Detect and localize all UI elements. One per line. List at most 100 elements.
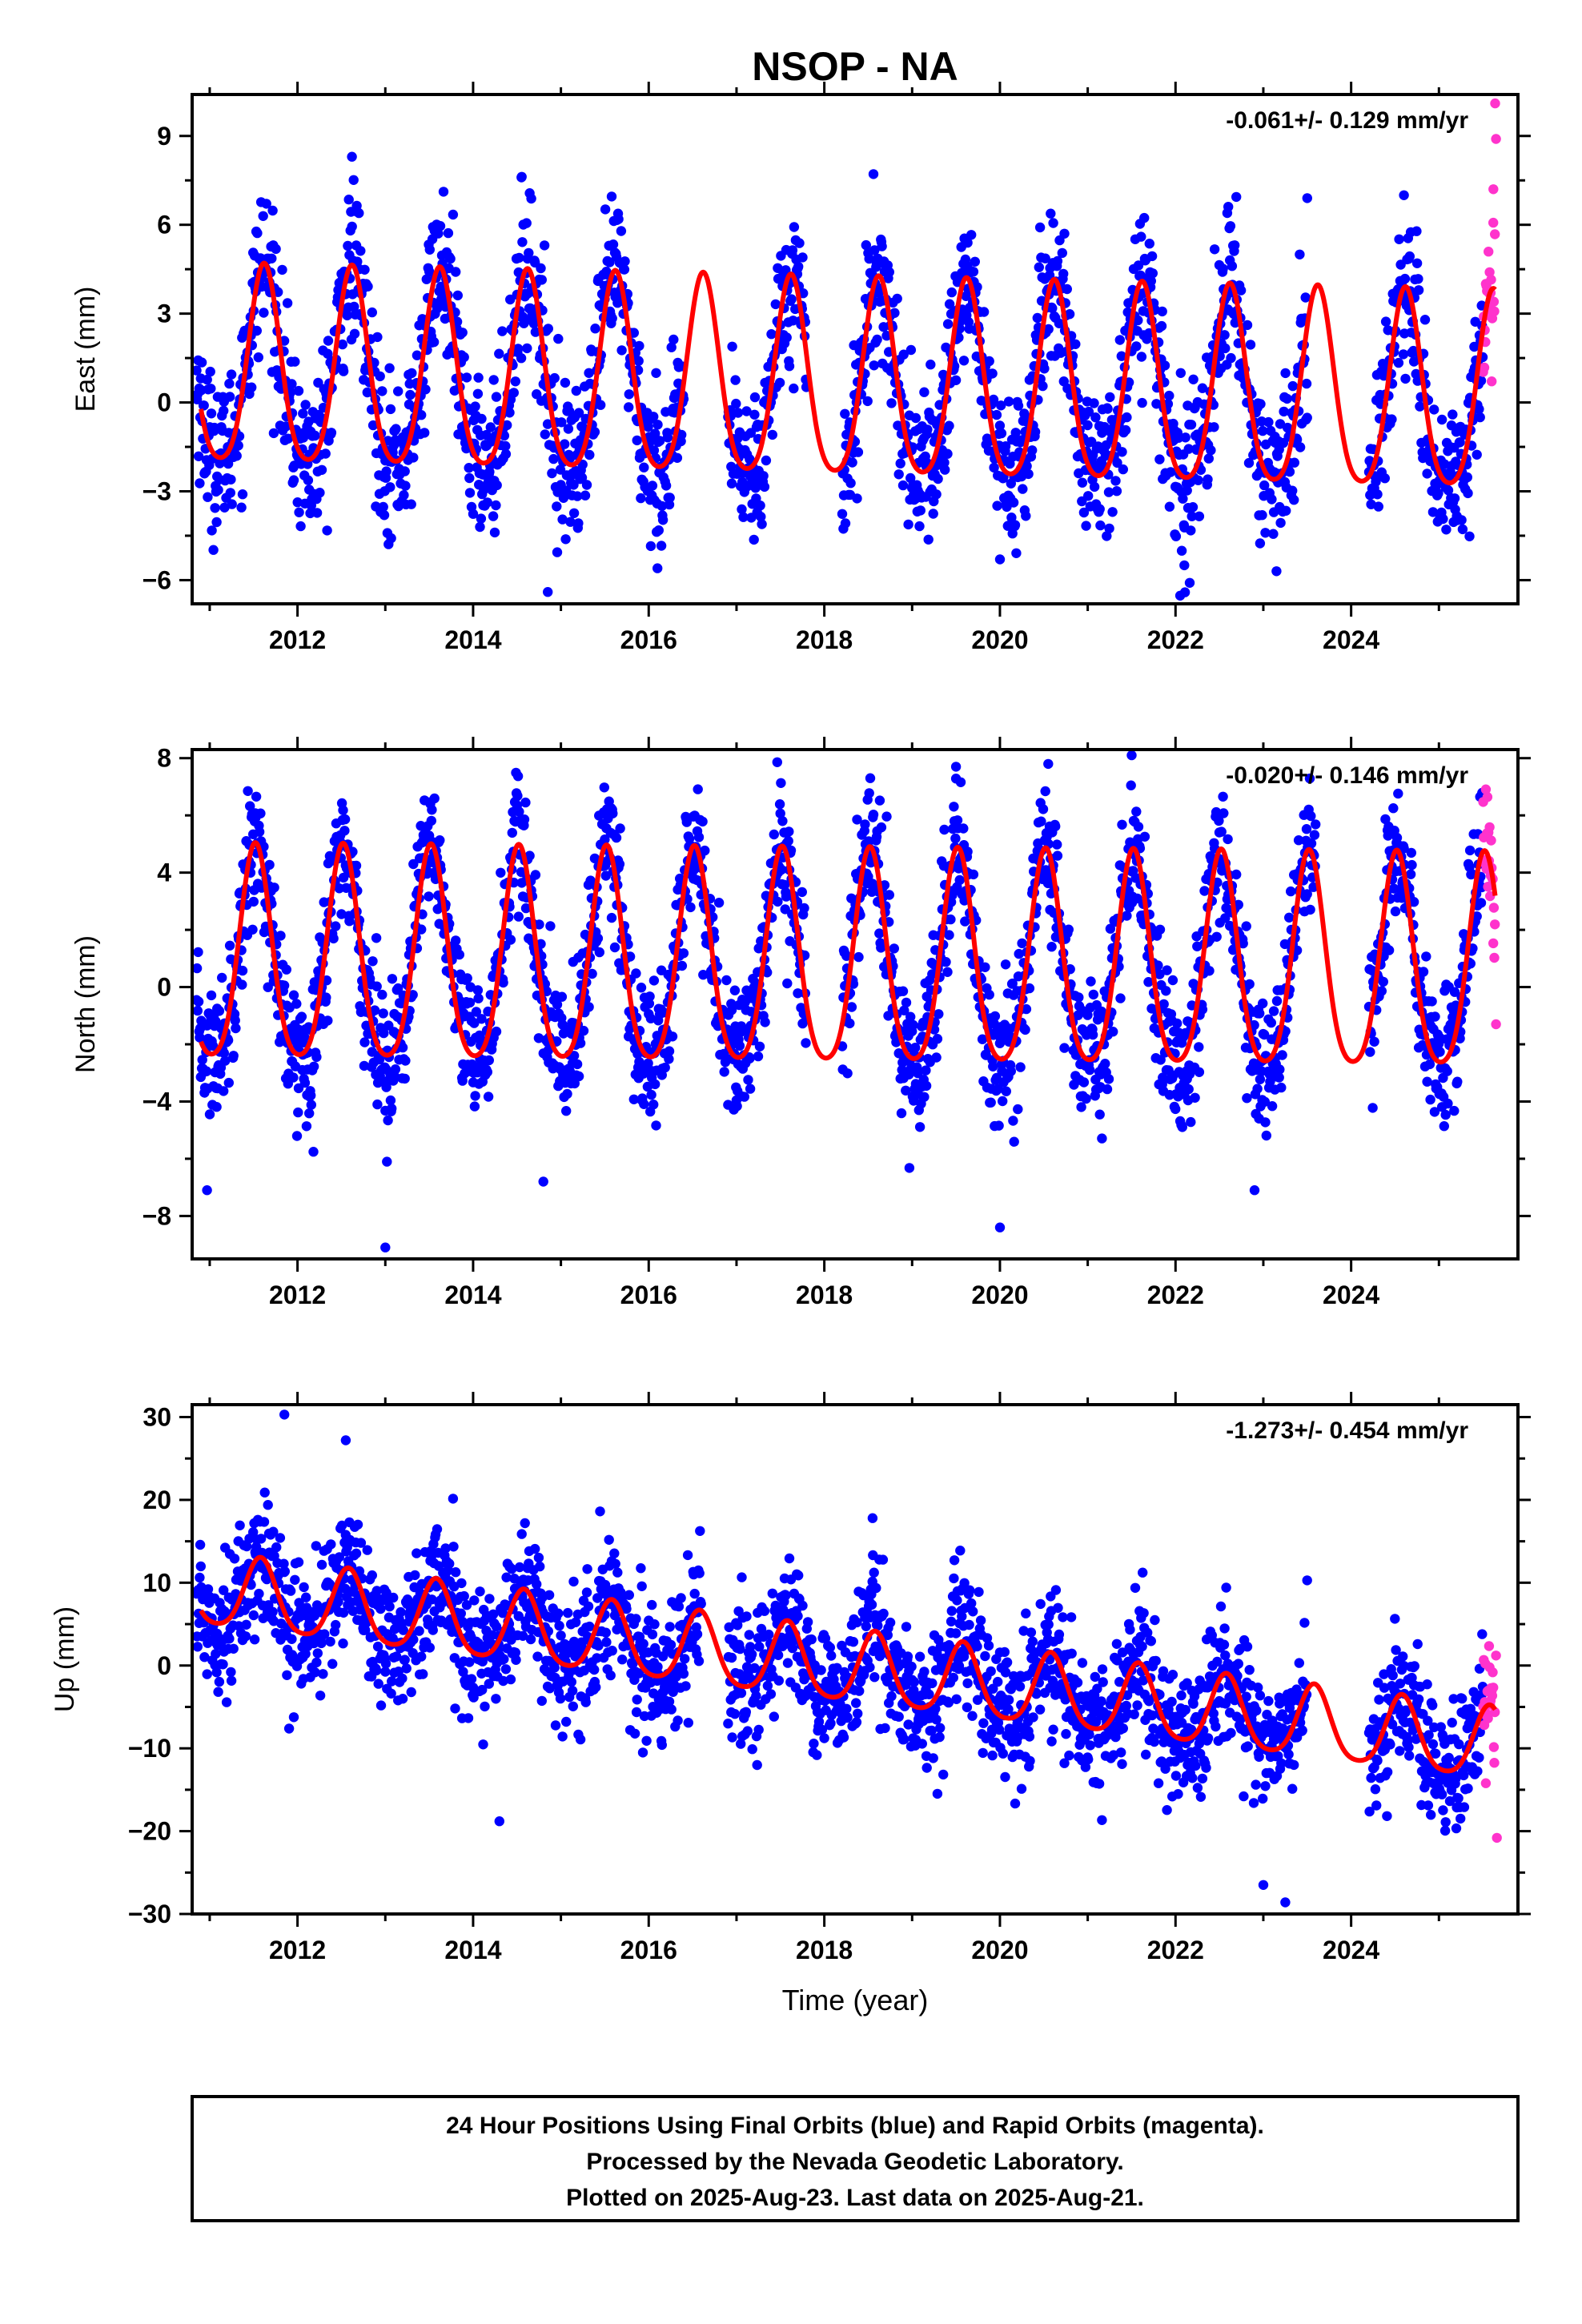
final-orbit-point [1020, 1024, 1030, 1035]
final-orbit-point [660, 1062, 670, 1073]
final-orbit-point [461, 372, 472, 383]
final-orbit-point [331, 921, 341, 931]
final-orbit-point [1194, 511, 1205, 521]
final-orbit-point [1013, 400, 1024, 411]
final-orbit-point [905, 344, 917, 356]
final-orbit-point [786, 294, 797, 304]
rapid-orbit-point [1479, 362, 1490, 373]
final-orbit-point [1003, 396, 1014, 407]
final-orbit-point [192, 365, 202, 376]
final-orbit-point [359, 1037, 370, 1047]
final-orbit-point [1188, 374, 1199, 384]
final-orbit-point [684, 834, 695, 844]
final-orbit-point [600, 834, 610, 845]
final-orbit-point [988, 1061, 998, 1072]
final-orbit-point [1187, 502, 1199, 513]
final-orbit-point [224, 378, 235, 389]
final-orbit-point [241, 1619, 251, 1630]
final-orbit-point [1260, 528, 1271, 538]
final-orbit-point [1010, 520, 1021, 530]
final-orbit-point [914, 521, 925, 532]
final-orbit-point [1102, 1084, 1113, 1095]
outlier-point [380, 1242, 391, 1252]
final-orbit-point [248, 1610, 259, 1621]
north-rate-annotation: -0.020+/- 0.146 mm/yr [1226, 762, 1468, 789]
final-orbit-point [919, 1092, 930, 1103]
final-orbit-point [514, 806, 524, 817]
final-orbit-point [371, 1665, 382, 1676]
final-orbit-point [1223, 834, 1233, 845]
final-orbit-point [505, 294, 516, 305]
final-orbit-point [288, 475, 299, 485]
final-orbit-point [1059, 228, 1070, 239]
final-orbit-point [1394, 234, 1404, 244]
final-orbit-point [1440, 1109, 1451, 1120]
final-orbit-point [231, 1023, 241, 1034]
final-orbit-point [227, 499, 237, 509]
final-orbit-point [1267, 1101, 1278, 1112]
final-orbit-point [693, 832, 705, 842]
final-orbit-point [406, 499, 416, 509]
final-orbit-point [1115, 993, 1126, 1003]
final-orbit-point [1184, 577, 1195, 588]
final-orbit-point [666, 342, 677, 352]
final-orbit-point [774, 377, 785, 388]
final-orbit-point [375, 371, 385, 382]
final-orbit-point [202, 1669, 212, 1679]
final-orbit-point [492, 480, 502, 491]
final-orbit-point [799, 903, 809, 914]
final-orbit-point [1144, 239, 1155, 249]
final-orbit-point [547, 468, 557, 479]
final-orbit-point [575, 1038, 586, 1048]
y-tick-label: 6 [157, 211, 171, 239]
final-orbit-point [421, 274, 432, 284]
final-orbit-point [639, 462, 649, 472]
final-orbit-point [542, 419, 553, 429]
final-orbit-point [776, 778, 786, 788]
final-orbit-point [645, 541, 656, 552]
final-orbit-point [1024, 983, 1035, 994]
final-orbit-point [519, 814, 530, 825]
final-orbit-point [1179, 587, 1191, 597]
final-orbit-point [485, 422, 496, 432]
final-orbit-point [464, 472, 475, 484]
final-orbit-point [563, 424, 574, 434]
final-orbit-point [1204, 966, 1215, 976]
final-orbit-point [435, 221, 446, 231]
final-orbit-point [1433, 488, 1443, 499]
final-orbit-point [685, 902, 696, 913]
final-orbit-point [1287, 380, 1299, 392]
final-orbit-point [1413, 274, 1423, 284]
final-orbit-point [379, 1027, 389, 1039]
final-orbit-point [1083, 491, 1094, 501]
east-y-axis-label: East (mm) [70, 287, 101, 412]
final-orbit-point [1365, 1047, 1375, 1057]
final-orbit-point [643, 1058, 653, 1069]
final-orbit-point [1203, 453, 1215, 464]
final-orbit-point [840, 518, 851, 529]
final-orbit-point [195, 1572, 205, 1583]
final-orbit-point [249, 1634, 260, 1645]
final-orbit-point [348, 175, 359, 185]
final-orbit-point [853, 951, 864, 963]
final-orbit-point [608, 239, 619, 250]
final-orbit-point [349, 301, 359, 312]
final-orbit-point [308, 1061, 319, 1072]
final-orbit-point [1211, 931, 1222, 943]
final-orbit-point [1436, 414, 1447, 425]
figure-title: NSOP - NA [752, 44, 958, 89]
final-orbit-point [310, 430, 320, 441]
final-orbit-point [568, 1051, 580, 1061]
final-orbit-point [280, 421, 291, 432]
final-orbit-point [928, 509, 938, 519]
final-orbit-point [195, 1539, 206, 1550]
final-orbit-point [846, 1002, 857, 1012]
final-orbit-point [379, 510, 390, 521]
final-orbit-point [500, 440, 511, 452]
final-orbit-point [1136, 231, 1146, 242]
final-orbit-point [231, 451, 242, 461]
final-orbit-point [476, 1014, 487, 1024]
final-orbit-point [672, 452, 683, 463]
final-orbit-point [624, 389, 634, 400]
final-orbit-point [939, 824, 950, 835]
